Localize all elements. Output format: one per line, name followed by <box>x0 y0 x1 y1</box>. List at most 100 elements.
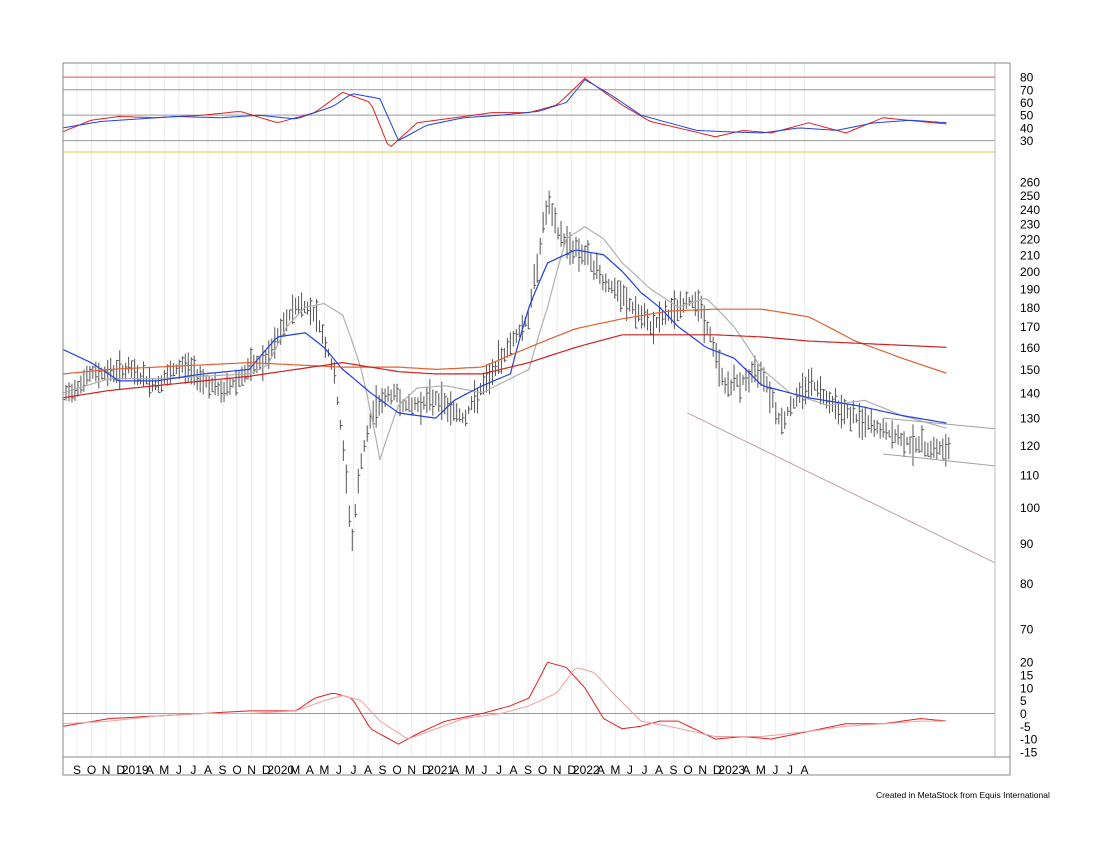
x-tick-label: S <box>670 763 678 777</box>
moving-average-line <box>62 334 947 399</box>
series-line <box>62 77 947 148</box>
x-tick-label: D <box>262 763 271 777</box>
y-tick-label: 120 <box>1020 439 1040 453</box>
y-tick-label: 50 <box>1020 109 1034 123</box>
x-tick-label: A <box>204 763 212 777</box>
y-tick-label: 150 <box>1020 363 1040 377</box>
x-tick-label: J <box>176 763 182 777</box>
x-tick-label: 2021 <box>427 763 454 777</box>
x-tick-label: O <box>538 763 547 777</box>
y-tick-label: 260 <box>1020 176 1040 190</box>
y-tick-label: 60 <box>1020 96 1034 110</box>
x-tick-label: 2020 <box>267 763 294 777</box>
x-tick-label: A <box>597 763 605 777</box>
y-tick-label: 90 <box>1020 537 1034 551</box>
x-tick-label: M <box>465 763 475 777</box>
x-tick-label: M <box>290 763 300 777</box>
x-tick-label: M <box>610 763 620 777</box>
y-tick-label: 190 <box>1020 282 1040 296</box>
y-tick-label: 70 <box>1020 83 1034 97</box>
moving-average-line <box>62 308 947 375</box>
x-tick-label: J <box>627 763 633 777</box>
series-line <box>62 661 947 745</box>
y-tick-label: 230 <box>1020 217 1040 231</box>
y-tick-label: 200 <box>1020 265 1040 279</box>
y-tick-label: 15 <box>1020 669 1034 683</box>
x-tick-label: N <box>407 763 416 777</box>
x-tick-label: 2023 <box>718 763 745 777</box>
x-tick-label: A <box>742 763 750 777</box>
price-panel: 70 80 90 100 110 120 130 140 150 160 170 180 190 200 2… <box>62 176 1040 637</box>
y-tick-label: 160 <box>1020 341 1040 355</box>
series-line <box>62 667 947 739</box>
y-tick-label: -10 <box>1020 733 1038 747</box>
x-tick-label: O <box>683 763 692 777</box>
y-tick-label: 240 <box>1020 203 1040 217</box>
x-tick-label: M <box>756 763 766 777</box>
x-tick-label: M <box>159 763 169 777</box>
x-tick-label: D <box>422 763 431 777</box>
x-tick-label: D <box>116 763 125 777</box>
y-tick-label: 220 <box>1020 232 1040 246</box>
credit-text: Created in MetaStock from Equis Internat… <box>876 790 1050 800</box>
x-tick-label: J <box>787 763 793 777</box>
y-tick-label: 250 <box>1020 189 1040 203</box>
x-tick-label: S <box>218 763 226 777</box>
y-tick-label: 30 <box>1020 134 1034 148</box>
x-tick-label: D <box>567 763 576 777</box>
x-tick-label: S <box>379 763 387 777</box>
x-tick-label: A <box>146 763 154 777</box>
y-tick-label: -5 <box>1020 720 1031 734</box>
x-tick-label: 2019 <box>122 763 149 777</box>
moving-average-line <box>62 225 947 461</box>
trendline <box>883 453 996 467</box>
y-tick-label: 130 <box>1020 412 1040 426</box>
x-tick-label: N <box>553 763 562 777</box>
chart-frame <box>62 62 1011 776</box>
x-tick-label: M <box>319 763 329 777</box>
y-tick-label: 140 <box>1020 386 1040 400</box>
x-tick-label: A <box>655 763 663 777</box>
x-tick-label: O <box>392 763 401 777</box>
vertical-gridlines <box>76 63 996 757</box>
y-tick-label: 100 <box>1020 501 1040 515</box>
trendline <box>687 412 996 564</box>
x-tick-label: J <box>772 763 778 777</box>
y-tick-label: 80 <box>1020 71 1034 85</box>
y-tick-label: 0 <box>1020 707 1027 721</box>
x-tick-label: J <box>641 763 647 777</box>
y-tick-label: 10 <box>1020 681 1034 695</box>
x-tick-label: 2022 <box>573 763 600 777</box>
x-tick-label: J <box>336 763 342 777</box>
x-tick-label: D <box>713 763 722 777</box>
x-tick-label: A <box>364 763 372 777</box>
y-tick-label: 20 <box>1020 656 1034 670</box>
x-tick-label: O <box>87 763 96 777</box>
x-tick-label: N <box>102 763 111 777</box>
x-tick-label: J <box>496 763 502 777</box>
x-tick-label: S <box>524 763 532 777</box>
y-tick-label: 170 <box>1020 320 1040 334</box>
y-tick-label: 70 <box>1020 623 1034 637</box>
y-tick-label: 5 <box>1020 694 1027 708</box>
moving-average-line <box>62 249 947 424</box>
series-line <box>62 78 947 142</box>
y-tick-label: -15 <box>1020 745 1038 759</box>
x-tick-label: A <box>451 763 459 777</box>
x-tick-label: A <box>509 763 517 777</box>
trendline <box>883 417 996 430</box>
y-tick-label: 110 <box>1020 469 1039 483</box>
y-tick-label: 180 <box>1020 301 1040 315</box>
x-tick-label: J <box>350 763 356 777</box>
x-tick-label: S <box>73 763 81 777</box>
y-tick-label: 210 <box>1020 248 1040 262</box>
y-tick-label: 40 <box>1020 121 1034 135</box>
y-tick-label: 80 <box>1020 577 1034 591</box>
x-tick-label: A <box>800 763 808 777</box>
x-tick-label: J <box>190 763 196 777</box>
x-tick-label: J <box>481 763 487 777</box>
